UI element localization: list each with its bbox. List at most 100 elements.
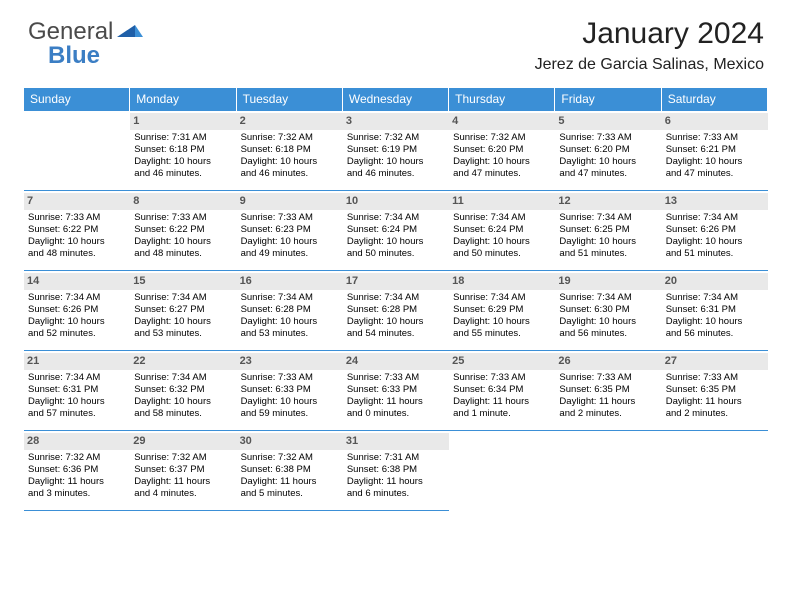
- sunset-text: Sunset: 6:27 PM: [134, 304, 232, 316]
- daylight-text-2: and 47 minutes.: [453, 168, 551, 180]
- sunrise-text: Sunrise: 7:33 AM: [241, 372, 339, 384]
- sunrise-text: Sunrise: 7:31 AM: [347, 452, 445, 464]
- day-number: 23: [237, 353, 343, 371]
- sunrise-text: Sunrise: 7:34 AM: [453, 292, 551, 304]
- sunrise-text: Sunrise: 7:32 AM: [28, 452, 126, 464]
- day-number: 29: [130, 433, 236, 451]
- sunset-text: Sunset: 6:36 PM: [28, 464, 126, 476]
- daylight-text-2: and 54 minutes.: [347, 328, 445, 340]
- daylight-text-2: and 56 minutes.: [559, 328, 657, 340]
- daylight-text-2: and 57 minutes.: [28, 408, 126, 420]
- day-number: 5: [555, 113, 661, 131]
- daylight-text-1: Daylight: 10 hours: [134, 396, 232, 408]
- daylight-text-2: and 46 minutes.: [134, 168, 232, 180]
- calendar-cell: 11Sunrise: 7:34 AMSunset: 6:24 PMDayligh…: [449, 191, 555, 271]
- day-number: 10: [343, 193, 449, 211]
- daylight-text-1: Daylight: 10 hours: [559, 156, 657, 168]
- calendar-grid: SundayMondayTuesdayWednesdayThursdayFrid…: [24, 88, 768, 511]
- calendar-cell: 27Sunrise: 7:33 AMSunset: 6:35 PMDayligh…: [662, 351, 768, 431]
- calendar-cell: 31Sunrise: 7:31 AMSunset: 6:38 PMDayligh…: [343, 431, 449, 511]
- sunset-text: Sunset: 6:25 PM: [559, 224, 657, 236]
- sunset-text: Sunset: 6:35 PM: [666, 384, 764, 396]
- daylight-text-2: and 47 minutes.: [559, 168, 657, 180]
- daylight-text-2: and 53 minutes.: [134, 328, 232, 340]
- title-block: January 2024 Jerez de Garcia Salinas, Me…: [535, 18, 764, 74]
- daylight-text-2: and 0 minutes.: [347, 408, 445, 420]
- calendar-cell: 22Sunrise: 7:34 AMSunset: 6:32 PMDayligh…: [130, 351, 236, 431]
- daylight-text-1: Daylight: 10 hours: [347, 316, 445, 328]
- sunset-text: Sunset: 6:33 PM: [347, 384, 445, 396]
- sunset-text: Sunset: 6:18 PM: [134, 144, 232, 156]
- calendar-cell: 26Sunrise: 7:33 AMSunset: 6:35 PMDayligh…: [555, 351, 661, 431]
- daylight-text-1: Daylight: 10 hours: [666, 156, 764, 168]
- sunset-text: Sunset: 6:33 PM: [241, 384, 339, 396]
- sunset-text: Sunset: 6:31 PM: [28, 384, 126, 396]
- sunset-text: Sunset: 6:32 PM: [134, 384, 232, 396]
- daylight-text-2: and 2 minutes.: [559, 408, 657, 420]
- daylight-text-2: and 52 minutes.: [28, 328, 126, 340]
- daylight-text-2: and 46 minutes.: [347, 168, 445, 180]
- sunset-text: Sunset: 6:20 PM: [559, 144, 657, 156]
- daylight-text-1: Daylight: 11 hours: [134, 476, 232, 488]
- calendar-cell: 8Sunrise: 7:33 AMSunset: 6:22 PMDaylight…: [130, 191, 236, 271]
- header: General January 2024 Jerez de Garcia Sal…: [0, 0, 792, 74]
- daylight-text-2: and 56 minutes.: [666, 328, 764, 340]
- calendar-cell: 16Sunrise: 7:34 AMSunset: 6:28 PMDayligh…: [237, 271, 343, 351]
- calendar-cell: 18Sunrise: 7:34 AMSunset: 6:29 PMDayligh…: [449, 271, 555, 351]
- daylight-text-1: Daylight: 10 hours: [347, 156, 445, 168]
- daylight-text-2: and 49 minutes.: [241, 248, 339, 260]
- sunset-text: Sunset: 6:29 PM: [453, 304, 551, 316]
- sunrise-text: Sunrise: 7:32 AM: [241, 132, 339, 144]
- calendar-cell: 23Sunrise: 7:33 AMSunset: 6:33 PMDayligh…: [237, 351, 343, 431]
- sunset-text: Sunset: 6:26 PM: [666, 224, 764, 236]
- day-number: 16: [237, 273, 343, 291]
- daylight-text-1: Daylight: 10 hours: [134, 236, 232, 248]
- sunset-text: Sunset: 6:19 PM: [347, 144, 445, 156]
- calendar-cell: 30Sunrise: 7:32 AMSunset: 6:38 PMDayligh…: [237, 431, 343, 511]
- dow-header: Friday: [555, 88, 661, 111]
- calendar-cell: 25Sunrise: 7:33 AMSunset: 6:34 PMDayligh…: [449, 351, 555, 431]
- logo-text-blue-wrap: Blue: [48, 42, 100, 70]
- daylight-text-1: Daylight: 10 hours: [559, 236, 657, 248]
- sunrise-text: Sunrise: 7:33 AM: [241, 212, 339, 224]
- daylight-text-2: and 6 minutes.: [347, 488, 445, 500]
- day-number: 17: [343, 273, 449, 291]
- sunrise-text: Sunrise: 7:32 AM: [134, 452, 232, 464]
- sunset-text: Sunset: 6:35 PM: [559, 384, 657, 396]
- daylight-text-2: and 48 minutes.: [134, 248, 232, 260]
- sunset-text: Sunset: 6:18 PM: [241, 144, 339, 156]
- sunset-text: Sunset: 6:24 PM: [347, 224, 445, 236]
- day-number: 4: [449, 113, 555, 131]
- day-number: 11: [449, 193, 555, 211]
- calendar-cell: 29Sunrise: 7:32 AMSunset: 6:37 PMDayligh…: [130, 431, 236, 511]
- daylight-text-2: and 3 minutes.: [28, 488, 126, 500]
- sunset-text: Sunset: 6:30 PM: [559, 304, 657, 316]
- daylight-text-2: and 2 minutes.: [666, 408, 764, 420]
- day-number: 12: [555, 193, 661, 211]
- dow-header: Saturday: [662, 88, 768, 111]
- calendar-cell: 14Sunrise: 7:34 AMSunset: 6:26 PMDayligh…: [24, 271, 130, 351]
- calendar: SundayMondayTuesdayWednesdayThursdayFrid…: [0, 74, 792, 511]
- sunset-text: Sunset: 6:34 PM: [453, 384, 551, 396]
- daylight-text-1: Daylight: 10 hours: [28, 316, 126, 328]
- daylight-text-1: Daylight: 11 hours: [347, 476, 445, 488]
- page-title: January 2024: [535, 18, 764, 50]
- daylight-text-1: Daylight: 10 hours: [241, 236, 339, 248]
- daylight-text-1: Daylight: 11 hours: [241, 476, 339, 488]
- sunset-text: Sunset: 6:38 PM: [347, 464, 445, 476]
- daylight-text-1: Daylight: 10 hours: [347, 236, 445, 248]
- dow-header: Sunday: [24, 88, 130, 111]
- sunrise-text: Sunrise: 7:34 AM: [666, 292, 764, 304]
- daylight-text-2: and 48 minutes.: [28, 248, 126, 260]
- sunset-text: Sunset: 6:26 PM: [28, 304, 126, 316]
- daylight-text-2: and 47 minutes.: [666, 168, 764, 180]
- day-number: 22: [130, 353, 236, 371]
- calendar-cell: 19Sunrise: 7:34 AMSunset: 6:30 PMDayligh…: [555, 271, 661, 351]
- logo-text-blue: Blue: [48, 42, 100, 69]
- calendar-cell: 7Sunrise: 7:33 AMSunset: 6:22 PMDaylight…: [24, 191, 130, 271]
- day-number: 9: [237, 193, 343, 211]
- day-number: 7: [24, 193, 130, 211]
- sunset-text: Sunset: 6:28 PM: [347, 304, 445, 316]
- calendar-cell-empty: [555, 431, 661, 511]
- calendar-cell: 3Sunrise: 7:32 AMSunset: 6:19 PMDaylight…: [343, 111, 449, 191]
